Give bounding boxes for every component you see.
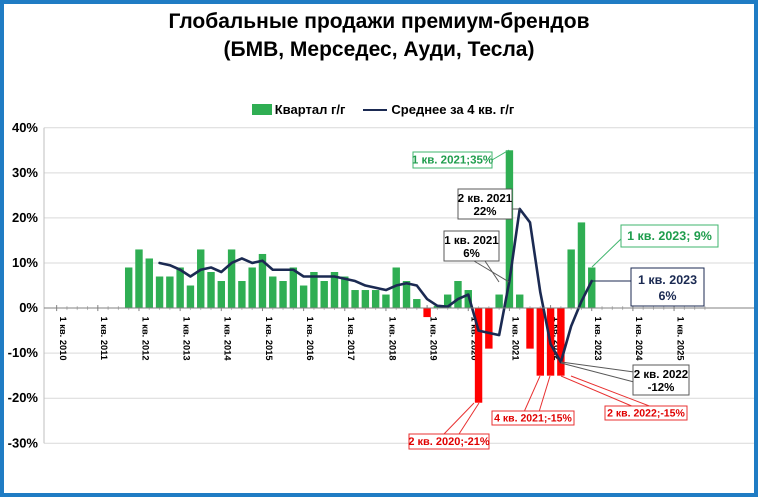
- svg-text:1 кв. 2016: 1 кв. 2016: [305, 317, 315, 361]
- svg-text:22%: 22%: [473, 206, 496, 218]
- svg-text:20%: 20%: [12, 210, 38, 225]
- svg-text:1 кв. 2011: 1 кв. 2011: [99, 317, 109, 360]
- svg-text:1 кв. 2021;35%: 1 кв. 2021;35%: [412, 155, 493, 167]
- svg-text:1 кв. 2018: 1 кв. 2018: [387, 317, 397, 361]
- svg-text:1 кв. 2021: 1 кв. 2021: [511, 317, 521, 361]
- svg-text:10%: 10%: [12, 255, 38, 270]
- svg-text:1 кв. 2025: 1 кв. 2025: [675, 317, 685, 361]
- svg-text:1 кв. 2023: 1 кв. 2023: [638, 273, 697, 287]
- svg-text:1 кв. 2019: 1 кв. 2019: [428, 317, 438, 361]
- svg-text:-10%: -10%: [8, 345, 39, 360]
- svg-text:2 кв. 2020;-21%: 2 кв. 2020;-21%: [408, 436, 490, 448]
- svg-text:1 кв. 2014: 1 кв. 2014: [223, 317, 233, 362]
- svg-text:6%: 6%: [463, 248, 480, 260]
- svg-text:1 кв. 2013: 1 кв. 2013: [181, 317, 191, 361]
- svg-text:1 кв. 2012: 1 кв. 2012: [140, 317, 150, 361]
- svg-text:1 кв. 2010: 1 кв. 2010: [58, 317, 68, 361]
- svg-text:1 кв. 2015: 1 кв. 2015: [264, 317, 274, 361]
- svg-text:-12%: -12%: [648, 382, 675, 394]
- svg-text:-30%: -30%: [8, 435, 39, 450]
- svg-text:1 кв. 2024: 1 кв. 2024: [634, 317, 644, 362]
- svg-text:1 кв. 2023: 1 кв. 2023: [593, 317, 603, 361]
- svg-text:30%: 30%: [12, 165, 38, 180]
- svg-text:2 кв. 2022: 2 кв. 2022: [634, 369, 688, 381]
- svg-text:0%: 0%: [19, 300, 38, 315]
- svg-text:-20%: -20%: [8, 390, 39, 405]
- svg-text:2 кв. 2021: 2 кв. 2021: [458, 193, 513, 205]
- svg-text:2 кв. 2022;-15%: 2 кв. 2022;-15%: [607, 408, 685, 420]
- svg-text:1 кв. 2021: 1 кв. 2021: [444, 235, 499, 247]
- svg-text:1 кв. 2017: 1 кв. 2017: [346, 317, 356, 361]
- svg-text:4 кв. 2021;-15%: 4 кв. 2021;-15%: [494, 413, 572, 425]
- svg-text:1 кв. 2023; 9%: 1 кв. 2023; 9%: [627, 229, 712, 243]
- svg-text:40%: 40%: [12, 120, 38, 135]
- svg-text:6%: 6%: [658, 289, 676, 303]
